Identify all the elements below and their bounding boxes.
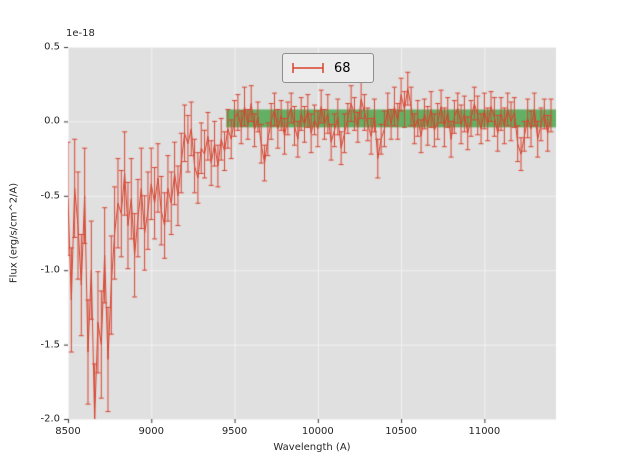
y-tick-label: -2.0 [40, 413, 60, 425]
y-tick-label: 0.0 [44, 115, 60, 127]
x-tick-label: 9000 [138, 426, 164, 437]
legend-label: 68 [334, 60, 351, 76]
y-tick-label: -0.5 [40, 190, 60, 202]
x-axis-label: Wavelength (A) [273, 442, 351, 453]
x-tick-label: 9500 [221, 426, 248, 437]
legend: 68 [282, 53, 374, 83]
x-tick-label: 11000 [468, 426, 501, 437]
y-tick-label: -1.0 [40, 264, 60, 276]
y-axis-offset-text: 1e-18 [66, 28, 95, 39]
x-tick-label: 10500 [385, 426, 417, 437]
x-tick-label: 10000 [301, 426, 334, 437]
y-axis-label: Flux (erg/s/cm^2/A) [8, 182, 20, 284]
x-tick-label: 8500 [55, 426, 81, 437]
y-tick-label: -1.5 [40, 339, 60, 351]
y-tick-label: 0.5 [44, 41, 60, 53]
errorbar-sample-icon [291, 60, 325, 76]
